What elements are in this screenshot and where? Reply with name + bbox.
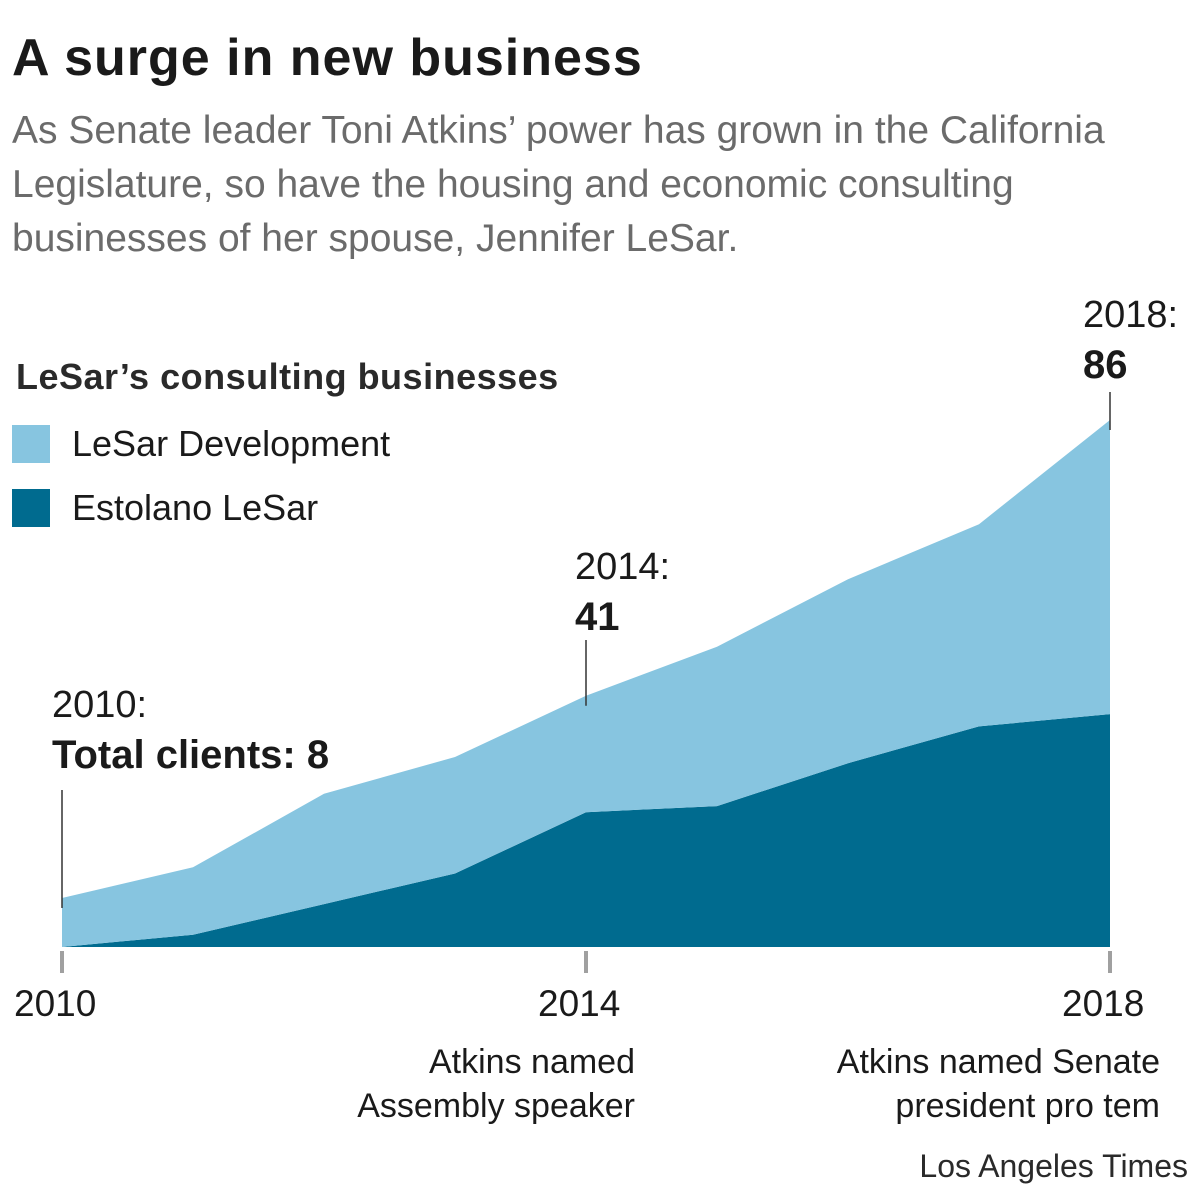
annotation-2014-value: 41 [575, 595, 620, 639]
x-tick-label-2018: 2018 [1062, 983, 1145, 1024]
x-tick-label-2014: 2014 [538, 983, 621, 1024]
legend-swatch-estolano-lesar [12, 489, 50, 527]
chart-subtitle: As Senate leader Toni Atkins’ power has … [12, 109, 1105, 260]
annotation-2014-year: 2014: [575, 546, 671, 588]
legend-label-estolano-lesar: Estolano LeSar [72, 487, 319, 528]
annotation-2010-year: 2010: [52, 684, 148, 726]
note-2018: Atkins named Senate president pro tem [836, 1043, 1160, 1125]
x-tick-label-2010: 2010 [14, 983, 97, 1024]
legend-swatch-lesar-development [12, 425, 50, 463]
annotation-2010: 2010: Total clients: 8 [52, 680, 329, 780]
note-2014: Atkins named Assembly speaker [357, 1043, 635, 1125]
source-credit: Los Angeles Times [919, 1148, 1188, 1184]
area-lesar-development [62, 420, 1110, 947]
legend: LeSar’s consulting businesses LeSar Deve… [12, 356, 559, 540]
legend-title: LeSar’s consulting businesses [16, 356, 559, 397]
annotation-2018: 2018: 86 [1083, 290, 1178, 390]
legend-label-lesar-development: LeSar Development [72, 423, 391, 464]
annotation-2010-value: Total clients: 8 [52, 733, 330, 777]
legend-item-lesar-development: LeSar Development [12, 412, 559, 476]
annotation-2014: 2014: 41 [575, 542, 670, 642]
legend-item-estolano-lesar: Estolano LeSar [12, 476, 559, 540]
annotation-2018-value: 86 [1083, 343, 1128, 387]
area-estolano-lesar [62, 714, 1110, 947]
annotation-2018-year: 2018: [1083, 294, 1179, 336]
chart-title: A surge in new business [12, 29, 643, 87]
